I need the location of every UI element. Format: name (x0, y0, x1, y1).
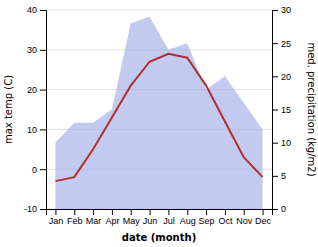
y2-tick-mark (272, 143, 278, 144)
y-tick: -10 (24, 204, 46, 214)
y2-tick: 0 (272, 204, 286, 214)
y-tick-label: -10 (24, 204, 37, 214)
x-tick-mark (263, 209, 264, 215)
x-tick: Aug (180, 209, 196, 226)
x-tick: Feb (67, 209, 83, 226)
x-tick: Jan (49, 209, 64, 226)
y-tick-mark (40, 209, 46, 210)
y-axis-line (40, 11, 47, 210)
y2-axis-title: med. precipitation (kg/m2) (306, 42, 317, 176)
y-tick: 30 (27, 45, 46, 55)
x-axis: JanFebMarApr MayJun Jul AugSepOctNovDec (47, 209, 273, 226)
x-tick-label: Aug (180, 216, 196, 226)
x-tick: May (123, 209, 141, 226)
x-axis-line (47, 210, 273, 216)
y-tick: 40 (27, 5, 46, 15)
x-tick: Mar (86, 209, 102, 226)
temperature-line (55, 54, 262, 181)
chart: JanFebMarApr MayJun Jul AugSepOctNovDec -10 0… (0, 0, 318, 247)
x-tick-label: Nov (236, 216, 253, 226)
y2-tick: 5 (272, 171, 286, 181)
x-tick-label: May (123, 216, 141, 226)
x-tick: Apr (105, 209, 119, 226)
x-tick-label: Feb (67, 216, 83, 226)
y-tick-label: 0 (32, 165, 37, 175)
y2-axis-line (273, 11, 279, 210)
y2-tick-label: 20 (281, 72, 291, 82)
x-tick-mark (112, 209, 113, 215)
x-tick: Jun (143, 209, 158, 226)
y2-tick-label: 0 (281, 204, 286, 214)
y-tick-mark (40, 169, 46, 170)
y-axis: -10 0 10 20 30 40 (24, 5, 47, 214)
y2-tick-label: 30 (281, 5, 291, 15)
y-tick-mark (40, 50, 46, 51)
x-tick-mark (150, 209, 151, 215)
x-tick-mark (187, 209, 188, 215)
y2-tick-mark (272, 10, 278, 11)
x-tick-label: Jan (49, 216, 64, 226)
x-tick: Oct (218, 209, 233, 226)
x-tick-mark (55, 209, 56, 215)
y-axis-title: max temp (C) (3, 75, 14, 144)
y2-tick: 20 (272, 72, 291, 82)
x-tick-mark (74, 209, 75, 215)
x-tick-label: Mar (86, 216, 102, 226)
y-tick: 10 (27, 125, 46, 135)
y-tick-label: 40 (27, 5, 37, 15)
x-tick-mark (168, 209, 169, 215)
x-tick-mark (206, 209, 207, 215)
y2-tick-label: 10 (281, 138, 291, 148)
y-tick: 0 (32, 165, 46, 175)
y-tick-label: 30 (27, 45, 37, 55)
y2-tick: 25 (272, 39, 291, 49)
y2-tick: 30 (272, 5, 291, 15)
grid-line (46, 10, 272, 11)
y2-axis: 0 5 10 15 20 25 30 (272, 5, 291, 214)
y2-tick: 10 (272, 138, 291, 148)
grid (46, 10, 272, 209)
y-tick-mark (40, 129, 46, 130)
y2-tick-mark (272, 209, 278, 210)
x-axis-title: date (month) (122, 232, 196, 243)
x-tick-label: Apr (105, 216, 119, 226)
y2-tick: 15 (272, 105, 291, 115)
x-tick: Sep (199, 209, 215, 226)
x-tick-mark (244, 209, 245, 215)
x-tick-label: Jul (163, 216, 175, 226)
x-tick: Jul (163, 209, 175, 226)
x-tick: Dec (255, 209, 272, 226)
y2-tick-mark (272, 110, 278, 111)
x-tick-label: Dec (255, 216, 272, 226)
x-tick-label: Oct (218, 216, 233, 226)
x-tick: Nov (236, 209, 253, 226)
y-tick: 20 (27, 85, 46, 95)
y-tick-mark (40, 10, 46, 11)
y2-tick-label: 15 (281, 105, 291, 115)
marks (55, 17, 262, 209)
x-tick-mark (131, 209, 132, 215)
x-tick-label: Jun (143, 216, 158, 226)
precipitation-area (55, 17, 262, 209)
plot: JanFebMarApr MayJun Jul AugSepOctNovDec -10 0… (24, 5, 291, 226)
y-tick-label: 10 (27, 125, 37, 135)
x-tick-label: Sep (199, 216, 215, 226)
x-tick-mark (93, 209, 94, 215)
y-tick-mark (40, 90, 46, 91)
x-tick-mark (225, 209, 226, 215)
y2-tick-mark (272, 76, 278, 77)
y2-tick-mark (272, 176, 278, 177)
y2-tick-mark (272, 43, 278, 44)
y2-tick-label: 5 (281, 171, 286, 181)
y2-tick-label: 25 (281, 39, 291, 49)
y-tick-label: 20 (27, 85, 37, 95)
